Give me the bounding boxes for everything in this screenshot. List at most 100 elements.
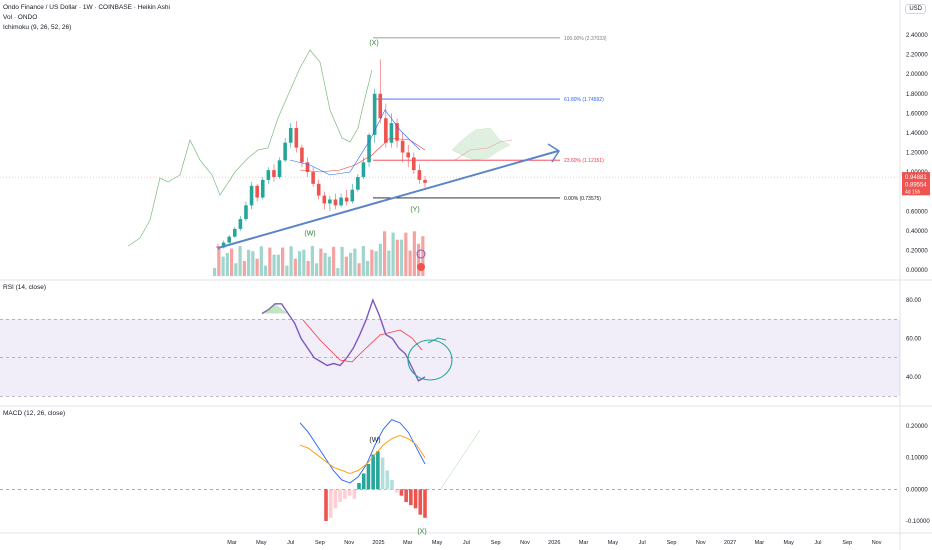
volume-bar — [417, 243, 421, 276]
candle-body — [384, 118, 388, 143]
macd-histogram-bar — [366, 464, 371, 490]
candle-body — [272, 170, 276, 177]
volume-bar — [225, 252, 229, 276]
flag-icon — [417, 263, 425, 271]
macd-histogram-bar — [328, 489, 333, 518]
rsi-annotation-arrow — [427, 337, 447, 344]
currency-selector[interactable]: USD — [905, 4, 926, 14]
event-icon — [416, 249, 426, 259]
macd-histogram-bar — [418, 489, 423, 515]
volume-bar — [357, 263, 361, 276]
price-tick-label: 1.40000 — [906, 131, 928, 137]
candle-body — [344, 197, 349, 202]
price-tick-label: 2.40000 — [906, 33, 928, 39]
volume-bar — [421, 236, 425, 276]
volume-bar — [353, 248, 357, 276]
volume-bar — [319, 248, 323, 276]
price-tick-label: 0.00000 — [906, 268, 928, 274]
ichimoku-base-line — [299, 137, 426, 173]
volume-bar — [264, 265, 268, 276]
volume-bar — [268, 247, 272, 276]
rsi-label: RSI (14, close) — [3, 284, 46, 291]
macd-projection-line — [439, 429, 481, 491]
fib-level-label: 100.00% (2.37033) — [564, 36, 607, 42]
macd-histogram-bar — [423, 489, 427, 518]
candle-body — [361, 162, 366, 177]
volume-bar — [336, 267, 340, 276]
trendline — [217, 150, 559, 249]
macd-histogram-bar — [409, 489, 413, 506]
time-tick-label: 2026 — [548, 540, 560, 546]
macd-tick-label: 0.20000 — [906, 424, 928, 430]
chart-title: Ondo Finance / US Dollar · 1W · COINBASE… — [3, 4, 170, 11]
volume-bar — [234, 263, 238, 276]
volume-bar — [400, 239, 404, 276]
time-tick-label: Nov — [696, 540, 706, 546]
price-tick-label: 1.20000 — [906, 151, 928, 157]
macd-histogram-bar — [390, 479, 394, 490]
candle-body — [412, 157, 416, 171]
volume-bar — [276, 254, 280, 276]
volume-bar — [361, 246, 365, 276]
rsi-tick-label: 60.00 — [906, 337, 922, 343]
price-tick-label: 0.20000 — [906, 248, 928, 254]
time-tick-label: Sep — [667, 540, 677, 546]
time-tick-label: Sep — [491, 540, 501, 546]
volume-bar — [255, 258, 259, 276]
macd-tick-label: -0.10000 — [906, 519, 930, 525]
price-tag-last: 0.94881 — [905, 175, 927, 181]
price-tick-label: 2.20000 — [906, 53, 928, 59]
fib-level-label: 0.00% (0.73575) — [564, 196, 601, 202]
volume-bar — [378, 243, 382, 276]
candle-body — [244, 205, 248, 220]
candle-body — [311, 172, 315, 184]
volume-bar — [302, 249, 306, 276]
time-tick-label: May — [784, 540, 795, 546]
fib-level-label: 61.80% (1.74592) — [564, 97, 604, 103]
candle-body — [322, 195, 327, 204]
volume-bar — [366, 260, 370, 276]
volume-bar — [349, 252, 353, 276]
volume-bar — [395, 239, 399, 276]
wave-label: (Y) — [410, 206, 419, 213]
macd-wave-label: (W) — [369, 437, 380, 444]
price-tick-label: 1.80000 — [906, 92, 928, 98]
time-tick-label: Sep — [842, 540, 852, 546]
volume-bar — [323, 252, 327, 276]
candle-body — [356, 176, 360, 190]
candle-body — [277, 160, 282, 177]
time-tick-label: 2027 — [724, 540, 736, 546]
volume-bar — [247, 249, 251, 276]
macd-histogram-bar — [380, 457, 385, 490]
fib-level-label: 23.60% (1.12151) — [564, 158, 604, 164]
time-tick-label: May — [432, 540, 443, 546]
volume-bar — [340, 246, 344, 276]
volume-bar — [238, 246, 242, 276]
volume-bar — [221, 256, 225, 276]
candle-body — [423, 179, 427, 183]
price-tick-label: 0.40000 — [906, 229, 928, 235]
candle-body — [238, 219, 243, 229]
time-tick-label: Mar — [755, 540, 765, 546]
time-tick-label: 2025 — [372, 540, 384, 546]
candle-body — [328, 199, 332, 204]
candle-body — [350, 189, 355, 202]
macd-histogram-bar — [357, 483, 361, 490]
volume-bar — [391, 232, 395, 276]
macd-tick-label: 0.10000 — [906, 456, 928, 462]
macd-histogram-bar — [324, 489, 328, 521]
time-tick-label: May — [608, 540, 619, 546]
macd-histogram-bar — [404, 489, 408, 502]
candle-body — [288, 128, 293, 143]
volume-bar — [387, 250, 391, 276]
macd-histogram-bar — [352, 489, 357, 499]
price-tag-bg — [902, 172, 930, 182]
macd-signal-line — [299, 435, 426, 474]
volume-bar — [327, 256, 331, 276]
macd-histogram-bar — [399, 489, 404, 496]
time-tick-label: Jul — [639, 540, 646, 546]
ichimoku-conversion-line — [289, 109, 421, 176]
candle-body — [232, 228, 237, 237]
time-tick-label: Sep — [315, 540, 325, 546]
